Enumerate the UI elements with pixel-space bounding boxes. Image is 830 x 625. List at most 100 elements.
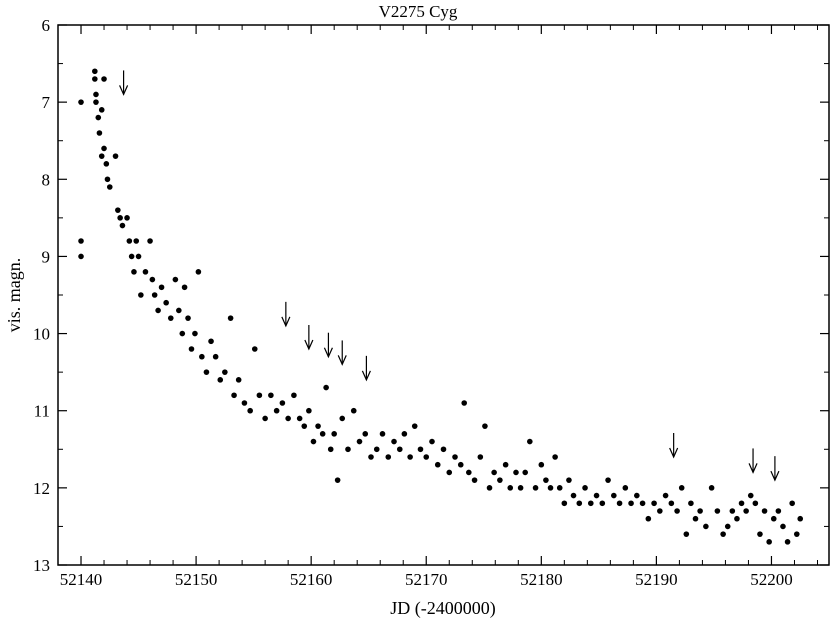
data-point [593,492,600,499]
upper-limit-arrow [669,433,679,459]
data-point [208,338,214,345]
data-point [96,130,103,136]
upper-limit-arrow [281,301,291,328]
data-point [761,508,768,514]
data-point [547,485,554,491]
data-point [651,500,657,507]
data-point [543,477,549,483]
data-point [482,423,488,429]
plot-frame [57,24,830,566]
chart-title: V2275 Cyg [379,2,458,21]
data-point [522,469,529,476]
data-point [181,284,188,291]
data-point [93,99,99,105]
data-point [334,477,341,483]
data-point [262,415,268,422]
y-tick-label: 10 [33,325,50,344]
data-point [306,407,312,414]
data-point [471,477,478,483]
data-point [657,508,663,514]
data-point [138,292,144,298]
data-point [199,353,205,360]
data-point [212,353,219,360]
data-point [101,145,107,152]
data-point [599,500,606,507]
data-point [678,485,685,491]
data-point [789,500,795,507]
data-point [339,415,346,422]
data-point [634,492,640,499]
data-point [461,400,468,406]
data-point [502,461,509,468]
x-tick-label: 52180 [520,570,563,589]
data-point [362,431,369,437]
data-point [668,500,675,507]
data-point [158,284,165,291]
data-point [296,415,303,422]
data-point [291,392,297,399]
data-point [527,438,533,445]
y-tick-label: 6 [42,16,51,35]
data-point [104,176,111,183]
data-point [507,485,514,491]
data-point [155,307,161,314]
data-point [235,377,242,383]
data-point [714,508,721,514]
data-point [373,446,380,453]
data-point [385,454,392,460]
data-point [167,315,174,321]
data-point [440,446,447,453]
data-point [570,492,577,499]
data-point [117,215,123,221]
data-point [752,500,759,507]
data-point [256,392,263,399]
data-point [662,492,669,499]
data-point [703,523,709,530]
data-point [697,508,703,514]
data-point [231,392,237,399]
data-point [147,238,153,244]
data-point [151,292,158,298]
data-points [78,68,804,545]
data-point [192,330,198,337]
upper-limit-arrow [361,355,371,382]
data-point [115,207,121,213]
data-point [217,377,224,383]
data-point [319,431,326,437]
data-point [561,500,568,507]
y-tick-label: 13 [33,556,50,575]
data-point [556,485,563,491]
data-point [176,307,182,314]
data-point [616,500,623,507]
data-point [227,315,234,321]
data-point [446,469,453,476]
data-point [797,515,804,522]
data-point [466,469,472,476]
data-point [552,454,558,460]
data-point [517,485,524,491]
data-point [133,238,140,244]
data-point [639,500,646,507]
data-point [203,369,210,375]
data-point [423,454,430,460]
data-point [78,238,84,244]
data-point [497,477,503,483]
data-point [538,461,545,468]
data-point [350,407,357,414]
data-point [78,99,84,105]
data-point [135,253,142,260]
data-point [128,253,135,260]
data-point [273,407,280,414]
data-point [688,500,694,507]
data-point [222,369,228,375]
data-point [149,276,156,283]
data-point [98,153,105,159]
data-point [131,269,137,275]
x-axis-label: JD (-2400000) [390,598,496,619]
data-point [683,531,690,537]
y-tick-label: 11 [34,402,50,421]
data-point [95,114,102,121]
data-point [411,423,418,429]
data-point [587,500,594,507]
upper-limit-arrow [119,70,129,96]
